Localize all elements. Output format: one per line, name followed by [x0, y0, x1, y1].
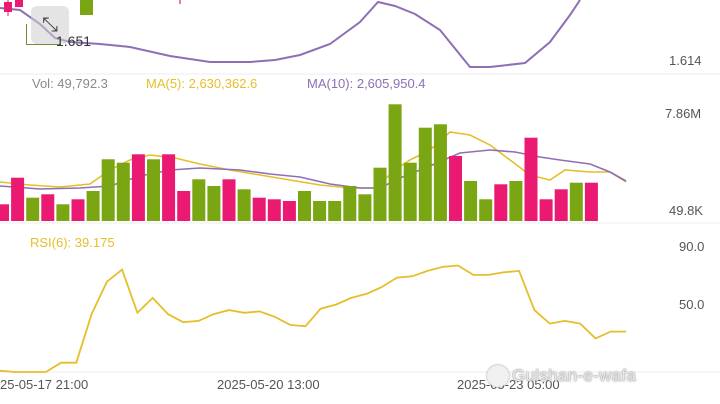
volume-bar	[494, 184, 508, 221]
volume-bar	[569, 182, 583, 221]
volume-bar	[162, 154, 176, 221]
rsi-axis-mid: 50.0	[679, 297, 705, 312]
ma5-label: MA(5): 2,630,362.6	[146, 76, 258, 91]
price-candle	[15, 0, 23, 7]
volume-bar	[418, 127, 432, 221]
volume-bar	[449, 156, 462, 221]
volume-bar	[373, 167, 387, 221]
volume-bar	[554, 189, 568, 221]
volume-bar	[116, 162, 130, 221]
volume-bar	[131, 154, 145, 221]
volume-bar	[388, 104, 402, 221]
volume-bar	[313, 201, 327, 221]
time-label-1: 25-05-17 21:00	[0, 377, 89, 392]
rsi-axis-top: 90.0	[679, 239, 705, 254]
ma10-line	[0, 149, 627, 190]
volume-bar	[343, 186, 357, 221]
volume-bar	[358, 194, 372, 221]
volume-bar	[56, 204, 70, 221]
volume-bar	[509, 181, 523, 221]
volume-bar	[86, 191, 100, 221]
volume-bar	[177, 191, 191, 221]
volume-bar	[328, 201, 342, 221]
volume-bar	[464, 181, 478, 221]
expand-arrows-icon[interactable]: ⤡	[31, 6, 69, 44]
volume-bar	[433, 124, 447, 221]
price-candle	[80, 0, 93, 15]
volume-bar	[584, 182, 598, 221]
time-label-3: 2025-05-23 05:00	[457, 377, 560, 392]
volume-axis-bottom: 49.8K	[669, 203, 703, 218]
volume-bar	[101, 159, 115, 221]
price-candle	[4, 2, 12, 12]
volume-bar	[147, 159, 160, 221]
volume-bar	[267, 199, 281, 221]
volume-bar	[222, 179, 236, 221]
volume-bar	[524, 137, 538, 221]
rsi-line	[0, 264, 626, 373]
time-label-2: 2025-05-20 13:00	[217, 377, 320, 392]
volume-bar	[237, 189, 251, 221]
volume-bar	[539, 199, 553, 221]
volume-bar	[403, 162, 417, 221]
volume-bar	[479, 199, 493, 221]
volume-bar	[207, 186, 221, 221]
volume-bar	[41, 194, 55, 221]
volume-bar	[11, 177, 25, 221]
watermark-text: Gulshan-e-wafa	[512, 366, 637, 385]
price-label: 1.651	[56, 33, 92, 49]
volume-bar	[192, 179, 206, 221]
volume-bar	[71, 199, 85, 221]
rsi-label: RSI(6): 39.175	[30, 235, 115, 250]
volume-bar	[26, 197, 40, 221]
volume-bar	[298, 191, 311, 221]
volume-label: Vol: 49,792.3	[32, 76, 108, 91]
ma10-label: MA(10): 2,605,950.4	[307, 76, 426, 91]
volume-bar	[252, 197, 266, 221]
price-axis-label: 1.614	[669, 53, 702, 68]
watermark-logo	[487, 365, 509, 387]
current-price-marker	[26, 24, 61, 45]
volume-bar	[0, 204, 9, 221]
volume-bar	[282, 201, 296, 221]
volume-axis-top: 7.86M	[665, 106, 702, 121]
